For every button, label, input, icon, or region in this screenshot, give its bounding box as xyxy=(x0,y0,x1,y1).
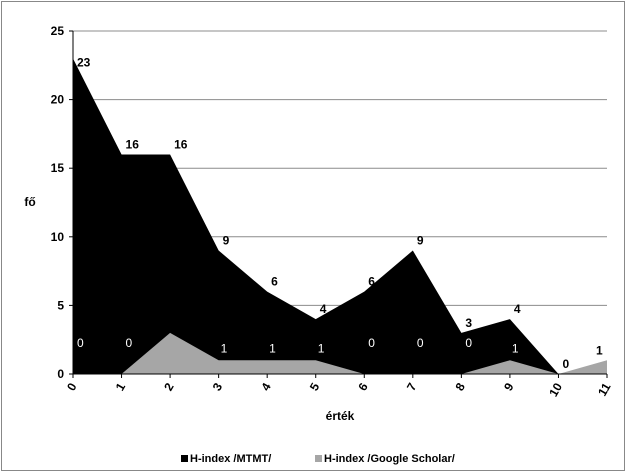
data-label-google-scholar-5: 1 xyxy=(318,341,325,355)
data-label-mtmt-0: 23 xyxy=(77,55,91,69)
data-label-mtmt-11: 1 xyxy=(596,343,603,357)
x-tick-label-3: 3 xyxy=(210,380,226,393)
legend-swatch-google-scholar xyxy=(315,455,322,462)
y-tick-labels: 0 5 10 15 20 25 xyxy=(51,24,65,381)
data-label-google-scholar-8: 0 xyxy=(465,336,472,350)
data-label-google-scholar-6: 0 xyxy=(368,336,375,350)
data-label-mtmt-4: 6 xyxy=(271,275,278,289)
data-label-google-scholar-0: 0 xyxy=(77,336,84,350)
x-axis-title: érték xyxy=(326,409,355,423)
y-tick-label-15: 15 xyxy=(51,161,65,175)
series-areas xyxy=(73,58,607,374)
data-label-mtmt-10: 0 xyxy=(562,357,569,371)
y-tick-label-10: 10 xyxy=(51,230,65,244)
data-label-mtmt-1: 16 xyxy=(126,137,140,151)
x-tick-label-2: 2 xyxy=(161,380,177,393)
x-tick-label-7: 7 xyxy=(404,380,420,393)
data-label-google-scholar-7: 0 xyxy=(417,336,424,350)
data-label-mtmt-3: 9 xyxy=(223,234,230,248)
data-label-mtmt-8: 3 xyxy=(465,316,472,330)
x-tick-label-10: 10 xyxy=(546,380,565,399)
data-label-google-scholar-2: 3 xyxy=(172,314,179,328)
data-label-google-scholar-4: 1 xyxy=(269,341,276,355)
legend-label-mtmt: H-index /MTMT/ xyxy=(190,453,271,465)
data-labels: 23 16 16 9 6 4 6 9 3 4 0 1 0 0 3 1 1 1 0 0 0 1 xyxy=(77,55,603,371)
data-label-google-scholar-1: 0 xyxy=(126,336,133,350)
x-tick-label-4: 4 xyxy=(258,380,274,393)
y-tick-label-20: 20 xyxy=(51,93,65,107)
data-label-mtmt-7: 9 xyxy=(417,234,424,248)
y-tick-label-25: 25 xyxy=(51,24,65,38)
x-tick-label-0: 0 xyxy=(64,380,80,393)
data-label-google-scholar-3: 1 xyxy=(221,341,228,355)
data-label-mtmt-6: 6 xyxy=(368,275,375,289)
y-tick-label-0: 0 xyxy=(57,367,64,381)
x-tick-label-6: 6 xyxy=(355,380,371,393)
legend-swatch-mtmt xyxy=(181,455,188,462)
x-tick-label-8: 8 xyxy=(452,380,468,393)
series-area-0 xyxy=(73,58,559,374)
y-axis-title: fő xyxy=(24,195,35,209)
legend-label-google-scholar: H-index /Google Scholar/ xyxy=(324,453,455,465)
x-tick-labels: 0 1 2 3 4 5 6 7 8 9 10 11 xyxy=(64,380,614,399)
y-tick-label-5: 5 xyxy=(57,298,64,312)
x-tick-label-1: 1 xyxy=(113,380,129,393)
x-tick-label-5: 5 xyxy=(307,380,323,393)
data-label-mtmt-2: 16 xyxy=(174,137,188,151)
x-tick-label-9: 9 xyxy=(501,380,517,393)
data-label-mtmt-9: 4 xyxy=(514,302,521,316)
data-label-mtmt-5: 4 xyxy=(320,302,327,316)
legend: H-index /MTMT/ H-index /Google Scholar/ xyxy=(181,453,455,465)
data-label-google-scholar-9: 1 xyxy=(512,341,519,355)
x-tick-label-11: 11 xyxy=(595,380,614,398)
series-area-1 xyxy=(73,332,607,374)
axes xyxy=(69,30,608,378)
